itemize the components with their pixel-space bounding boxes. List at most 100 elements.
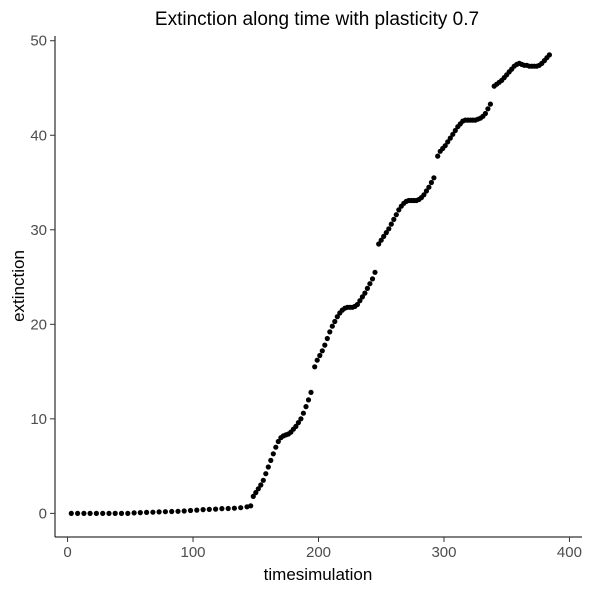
data-point — [248, 503, 254, 509]
data-point — [329, 323, 335, 329]
data-point — [112, 510, 118, 516]
data-point — [231, 505, 237, 511]
x-axis-ticks: 0 100 200 300 400 — [63, 537, 582, 561]
data-point — [293, 423, 299, 429]
data-point — [270, 451, 276, 457]
data-point — [298, 416, 304, 422]
data-point — [487, 101, 493, 107]
data-point — [381, 233, 387, 239]
data-point — [253, 490, 259, 496]
data-point — [376, 241, 382, 247]
data-point — [378, 237, 384, 243]
data-point — [423, 188, 429, 194]
data-point — [100, 510, 106, 516]
x-tick-label: 300 — [431, 544, 456, 561]
y-tick-label: 40 — [30, 127, 47, 144]
data-point — [125, 510, 131, 516]
data-point — [260, 477, 266, 483]
data-point — [225, 505, 231, 512]
data-point — [219, 506, 225, 512]
data-point — [268, 457, 274, 463]
y-tick-label: 0 — [39, 505, 47, 522]
data-point — [144, 509, 150, 515]
data-point — [317, 352, 323, 359]
data-point — [396, 207, 402, 213]
data-point — [263, 471, 269, 477]
data-point — [303, 404, 309, 410]
data-point — [426, 184, 432, 190]
y-tick-label: 30 — [30, 222, 47, 239]
data-point — [181, 508, 187, 514]
data-point — [87, 510, 93, 516]
data-point — [162, 509, 168, 515]
data-point — [357, 298, 363, 304]
data-point — [324, 335, 330, 342]
data-point — [308, 389, 314, 395]
data-point — [175, 508, 181, 514]
data-point — [393, 212, 399, 218]
data-point — [213, 506, 219, 512]
data-point — [273, 444, 279, 450]
data-point — [156, 509, 162, 515]
data-point — [68, 510, 74, 516]
y-tick-label: 50 — [30, 33, 47, 50]
y-axis-ticks: 0 10 20 30 40 50 — [30, 33, 55, 522]
data-point — [131, 510, 137, 516]
data-point — [482, 110, 488, 117]
data-point — [334, 314, 340, 320]
data-point — [364, 285, 370, 291]
data-point — [206, 506, 212, 512]
data-point — [312, 364, 318, 370]
data-point — [327, 329, 333, 335]
data-point — [447, 135, 453, 141]
data-point — [431, 175, 437, 181]
data-point — [367, 281, 373, 287]
data-point — [275, 438, 281, 445]
data-point — [388, 221, 394, 227]
data-point — [106, 510, 112, 516]
x-tick-label: 0 — [63, 544, 71, 561]
data-point — [305, 397, 312, 403]
data-point — [383, 230, 389, 236]
data-point — [322, 342, 328, 348]
x-tick-label: 100 — [181, 544, 206, 561]
data-points — [68, 52, 553, 516]
data-point — [258, 482, 264, 488]
data-point — [118, 510, 125, 516]
data-point — [314, 357, 320, 363]
data-point — [81, 510, 87, 516]
chart-title: Extinction along time with plasticity 0.… — [155, 9, 479, 30]
data-point — [445, 139, 451, 145]
data-point — [386, 226, 392, 232]
data-point — [428, 179, 434, 186]
x-axis-title: timesimulation — [264, 565, 373, 584]
y-axis-title: extinction — [9, 250, 28, 322]
data-point — [295, 420, 301, 426]
data-point — [250, 493, 256, 499]
data-point — [75, 510, 81, 516]
data-point — [485, 106, 491, 112]
data-point — [200, 507, 206, 513]
x-tick-label: 400 — [557, 544, 582, 561]
y-tick-label: 20 — [30, 316, 47, 333]
data-point — [452, 127, 458, 134]
data-point — [150, 509, 156, 515]
data-point — [450, 131, 456, 137]
data-point — [187, 507, 194, 514]
data-point — [391, 216, 397, 222]
x-tick-label: 200 — [306, 544, 331, 561]
data-point — [435, 153, 441, 159]
data-point — [255, 486, 261, 492]
data-point — [442, 143, 448, 149]
data-point — [332, 318, 338, 325]
y-tick-label: 10 — [30, 411, 47, 428]
data-point — [359, 294, 365, 300]
data-point — [238, 505, 244, 511]
data-point — [169, 508, 175, 515]
data-point — [194, 507, 200, 513]
data-point — [93, 510, 99, 516]
data-point — [421, 192, 427, 198]
data-point — [546, 52, 553, 58]
data-point — [265, 464, 271, 470]
